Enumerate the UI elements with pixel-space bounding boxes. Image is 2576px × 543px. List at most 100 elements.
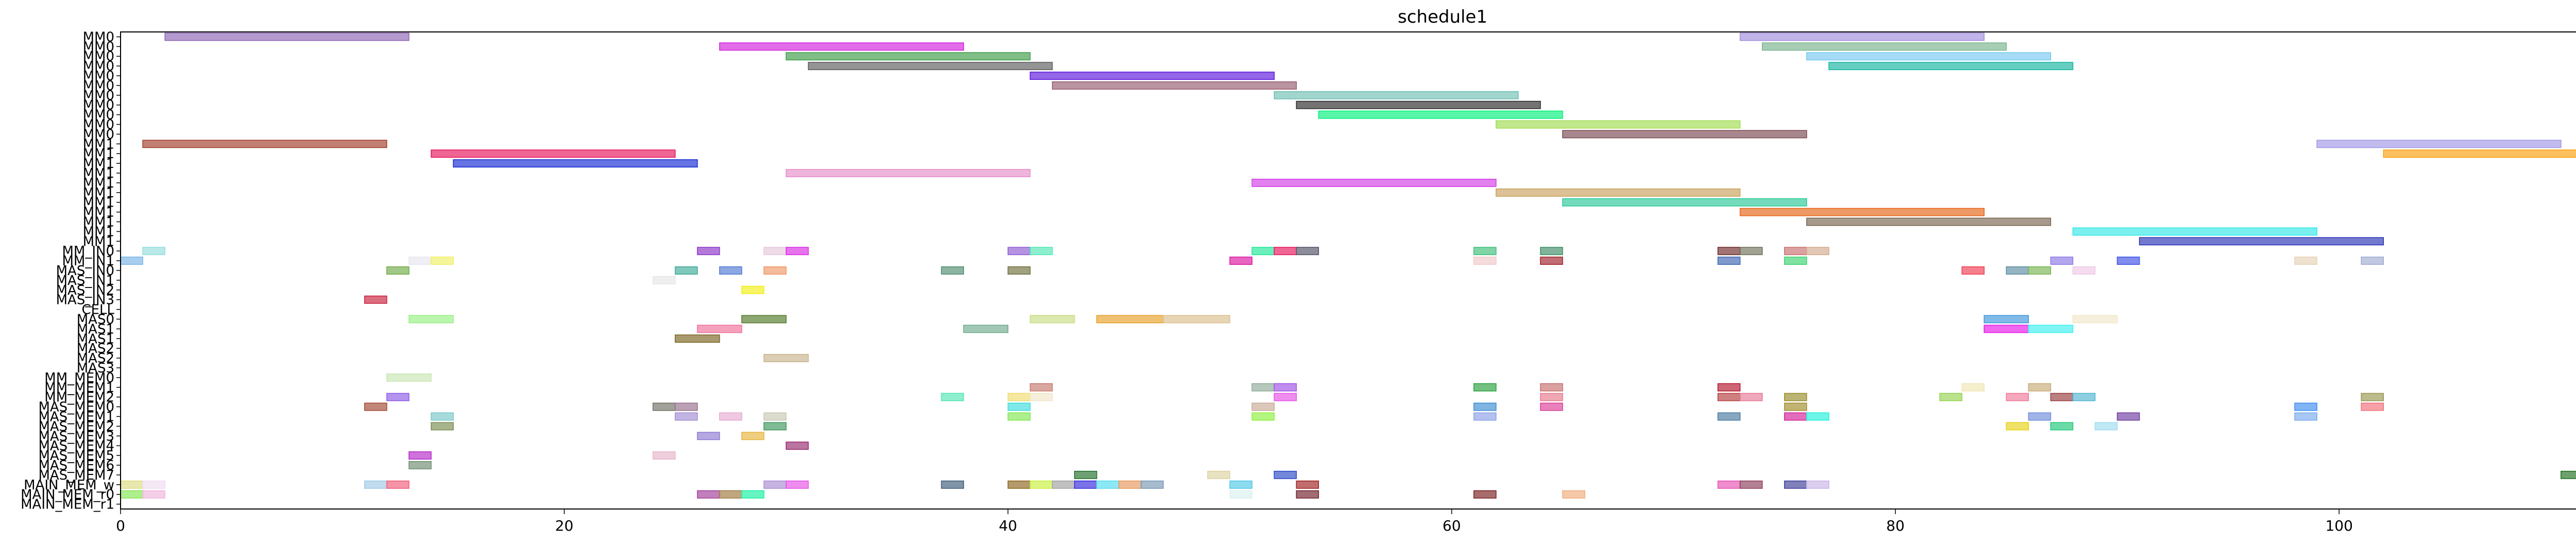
y-tick-label: MAS2: [77, 351, 114, 366]
task-bar: [786, 247, 809, 256]
task-bar: [1251, 402, 1275, 411]
y-tick-label: MM1: [83, 205, 114, 220]
task-bar: [1318, 110, 1563, 119]
x-tick-label: 40: [999, 517, 1018, 534]
task-bar: [1806, 480, 1829, 489]
task-bar: [1251, 383, 1275, 392]
task-bar: [2139, 237, 2384, 246]
task-bar: [1473, 383, 1497, 392]
task-bar: [1739, 32, 1985, 41]
task-bar: [1029, 247, 1053, 256]
x-axis: 0 20 40 60 80 100: [116, 509, 2353, 534]
task-bar: [1784, 480, 1807, 489]
task-bar: [652, 451, 676, 460]
y-tick-label: MAS_IN1: [56, 273, 114, 289]
y-tick-label: MAS_MEM0: [38, 400, 114, 415]
y-tick-label: MAS_MEM3: [38, 429, 114, 444]
y-tick-label: MM0: [83, 29, 114, 45]
y-tick-label: MM1: [83, 224, 114, 240]
task-bar: [431, 422, 454, 431]
task-bar: [2050, 422, 2074, 431]
task-bar: [409, 451, 432, 460]
task-bar: [1961, 266, 1985, 275]
y-tick-label: MM1: [83, 185, 114, 201]
task-bar: [2383, 149, 2576, 158]
y-tick-label: MM1: [83, 234, 114, 249]
task-bar: [786, 480, 809, 489]
task-bar: [120, 480, 143, 489]
task-bar: [1540, 257, 1563, 265]
x-tick-label: 80: [1886, 517, 1905, 534]
task-bar: [1540, 383, 1563, 392]
task-bar: [1562, 198, 1807, 207]
task-bar: [1029, 383, 1053, 392]
task-bar: [1274, 470, 1297, 479]
task-bar: [1784, 402, 1807, 411]
task-bar: [2361, 257, 2384, 265]
task-bar: [808, 62, 1053, 71]
y-tick-label: MAIN_MEM_w: [24, 478, 114, 493]
y-tick-label: MM0: [83, 49, 114, 64]
y-tick-label: MM0: [83, 69, 114, 84]
y-tick-label: MM_MEM0: [44, 370, 114, 386]
y-tick-label: MM1: [83, 215, 114, 230]
task-bar: [1251, 178, 1497, 187]
task-bar: [1784, 393, 1807, 401]
task-bar: [1784, 412, 1807, 421]
task-bar: [764, 480, 787, 489]
task-bar: [1761, 42, 2007, 51]
task-bar: [1717, 257, 1741, 265]
task-bar: [409, 461, 432, 469]
task-bar: [2006, 393, 2029, 401]
task-bar: [2294, 402, 2317, 411]
task-bar: [1496, 188, 1741, 197]
y-tick-label: MAIN_MEM_r1: [21, 497, 114, 513]
task-bar: [1274, 91, 1519, 99]
task-bar: [364, 480, 387, 489]
y-tick-label: MAS_MEM1: [38, 409, 114, 425]
task-bar: [1717, 412, 1741, 421]
task-bar: [1540, 393, 1563, 401]
task-bar: [1007, 266, 1031, 275]
task-bar: [963, 325, 1009, 333]
y-tick-label: MAS2: [77, 341, 114, 357]
task-bar: [1473, 257, 1497, 265]
task-bar: [431, 257, 454, 265]
task-bar: [1274, 383, 1297, 392]
y-tick-label: MAS0: [77, 312, 114, 327]
task-bar: [386, 393, 410, 401]
task-bar: [2294, 412, 2317, 421]
y-tick-label: MAS3: [77, 361, 114, 376]
task-bars: [120, 32, 2576, 499]
task-bar: [1007, 393, 1031, 401]
task-bar: [1784, 257, 1807, 265]
task-bar: [941, 266, 964, 275]
task-bar: [1029, 72, 1275, 80]
task-bar: [1074, 470, 1097, 479]
task-bar: [1029, 393, 1053, 401]
task-bar: [941, 393, 964, 401]
task-bar: [2028, 383, 2052, 392]
task-bar: [1806, 217, 2052, 226]
task-bar: [697, 490, 720, 499]
task-bar: [2361, 402, 2384, 411]
task-bar: [1141, 480, 1164, 489]
task-bar: [1007, 402, 1031, 411]
task-bar: [453, 159, 698, 168]
task-bar: [1118, 480, 1142, 489]
task-bar: [1029, 480, 1053, 489]
task-bar: [1828, 62, 2074, 71]
task-bar: [1984, 325, 2029, 333]
y-tick-label: MM1: [83, 176, 114, 191]
task-bar: [1806, 52, 2052, 61]
task-bar: [386, 480, 410, 489]
task-bar: [2028, 412, 2052, 421]
task-bar: [1229, 480, 1252, 489]
chart-title: schedule1: [1398, 7, 1487, 27]
task-bar: [142, 140, 387, 148]
task-bar: [719, 266, 742, 275]
task-bar: [2072, 393, 2096, 401]
task-bar: [2561, 470, 2576, 479]
y-axis: MM0MM0MM0MM0MM0MM0MM0MM0MM0MM0MM0MM1MM1M…: [21, 29, 121, 513]
task-bar: [1296, 490, 1319, 499]
